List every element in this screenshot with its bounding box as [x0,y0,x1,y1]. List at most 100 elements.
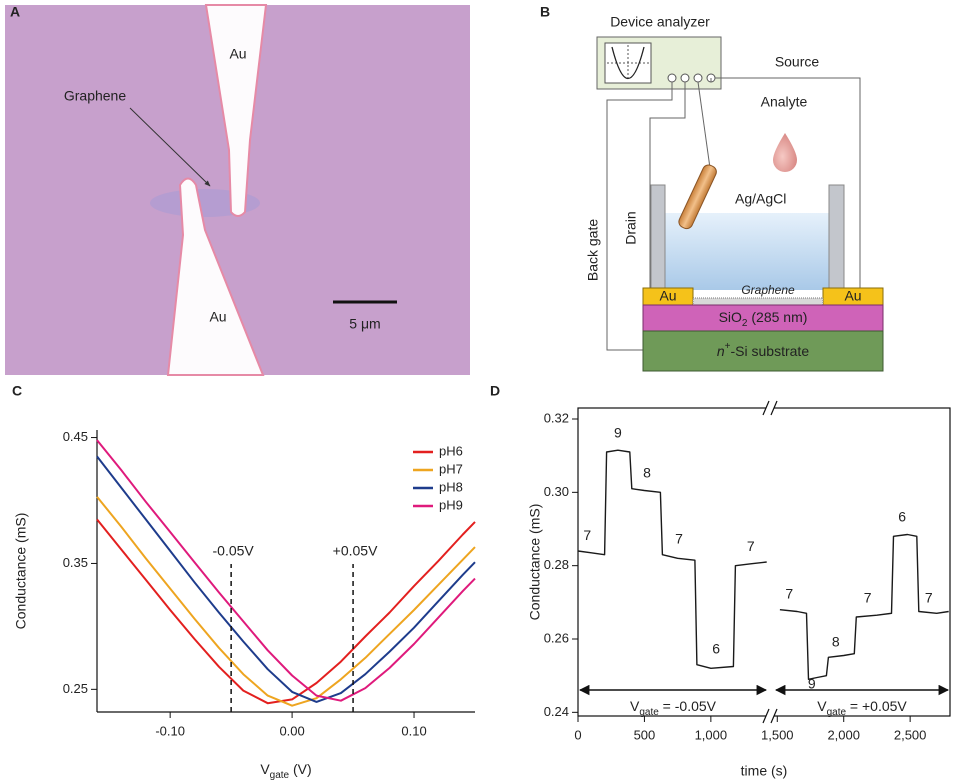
au-label: Au [659,288,676,304]
axis-break [770,400,778,416]
reference-label: +0.05V [333,543,378,559]
step-label: 7 [864,589,872,605]
range-label: Vgate = +0.05V [817,698,907,718]
connector [680,73,690,83]
step-label: 7 [747,538,755,554]
connectors [667,73,716,83]
scale-bar-label: 5 μm [349,316,380,332]
step-label: 8 [832,633,840,649]
x-tick-label: 0.10 [401,723,426,738]
analyzer-label: Device analyzer [610,14,710,30]
panel-letter: D [490,383,500,399]
step-label: 9 [808,676,816,692]
legend-label: pH8 [439,479,463,494]
step-label: 6 [712,641,720,657]
panel-a: Au Au Graphene 5 μm A [5,4,470,376]
y-tick-label: 0.26 [544,630,569,645]
range-label-subscript: gate [827,707,847,718]
x-axis-title: time (s) [741,763,788,779]
legend-label: pH6 [439,443,463,458]
connector [693,73,703,83]
step-label: 7 [925,589,933,605]
legend-label: pH9 [439,497,463,512]
panel-letter: B [540,4,550,20]
range-label-rest: = +0.05V [846,698,907,714]
y-tick-label: 0.30 [544,484,569,499]
panel-b: B Device analyzer Source Back gate Drain… [540,4,884,372]
au-label: Au [209,309,226,325]
screen-curve [611,46,645,80]
y-tick-label: 0.32 [544,410,569,425]
y-tick-label: 0.24 [544,704,569,719]
electrode-wire [697,81,711,169]
step-label: 9 [614,424,622,440]
x-axis-title: Vgate (V) [260,761,311,781]
oxide-label-subscript: 2 [742,318,748,329]
ag-agcl-electrode [678,164,717,230]
drain-wire [649,82,686,289]
reference-label: -0.05V [213,543,255,559]
x-axis-title-rest: (V) [289,761,312,777]
y-tick-label: 0.35 [63,555,88,570]
legend-label: pH7 [439,461,463,476]
back-gate-wire [606,82,673,351]
x-tick-label: 2,500 [894,727,927,742]
y-tick-label: 0.45 [63,429,88,444]
au-label: Au [229,46,246,62]
range-label-subscript: gate [639,707,659,718]
axis-break-gap [766,713,774,719]
x-tick-label: 1,500 [761,727,794,742]
bottom-electrode [166,177,265,376]
graphene-layer [692,297,824,306]
source-label: Source [775,54,820,70]
graphene-label: Graphene [741,283,795,297]
axis-break [762,400,770,416]
y-tick-label: 0.25 [63,681,88,696]
axis-break [770,708,778,724]
range-label-rest: = -0.05V [659,698,717,714]
electrode-label: Ag/AgCl [735,191,786,207]
data-line [577,449,949,680]
step-label: 6 [898,509,906,525]
x-tick-label: -0.10 [155,723,185,738]
x-tick-label: 2,000 [827,727,860,742]
oxide-label-rest: (285 nm) [747,309,807,325]
x-tick-label: 1,000 [695,727,728,742]
data-line [96,455,476,703]
y-tick-label: 0.28 [544,557,569,572]
step-label: 7 [583,527,591,543]
x-tick-label: 0 [574,727,581,742]
panel-letter: C [12,383,22,399]
y-axis-title: Conductance (mS) [13,513,29,630]
plot-frame [577,407,951,717]
x-axis-title-base: V [260,761,270,777]
step-label: 7 [675,531,683,547]
analyte-label: Analyte [761,94,808,110]
wires [606,77,861,351]
substrate-label-superscript: + [725,341,731,352]
range-label-base: V [817,698,827,714]
oxide-layer [642,304,884,332]
step-label: 7 [785,586,793,602]
substrate-label: n+-Si substrate [717,341,809,359]
step-label: 8 [643,465,651,481]
range-label-base: V [630,698,640,714]
substrate-layer [642,330,884,372]
source-wire [710,77,861,289]
panel-letter: A [10,4,20,20]
connector [667,73,677,83]
graphene-label: Graphene [64,88,126,104]
axis-break-gap [766,405,774,411]
oxide-label-base: SiO [719,309,742,325]
x-tick-label: 0.00 [279,723,304,738]
pointer-arrow [129,107,211,187]
drain-label: Drain [623,211,639,244]
y-axis-title: Conductance (mS) [527,504,543,621]
au-label: Au [844,288,861,304]
substrate-label-base: n [717,343,725,359]
axis-break [762,708,770,724]
x-axis-title-subscript: gate [270,770,290,781]
top-electrode [204,4,268,217]
oxide-label: SiO2 (285 nm) [719,309,808,329]
